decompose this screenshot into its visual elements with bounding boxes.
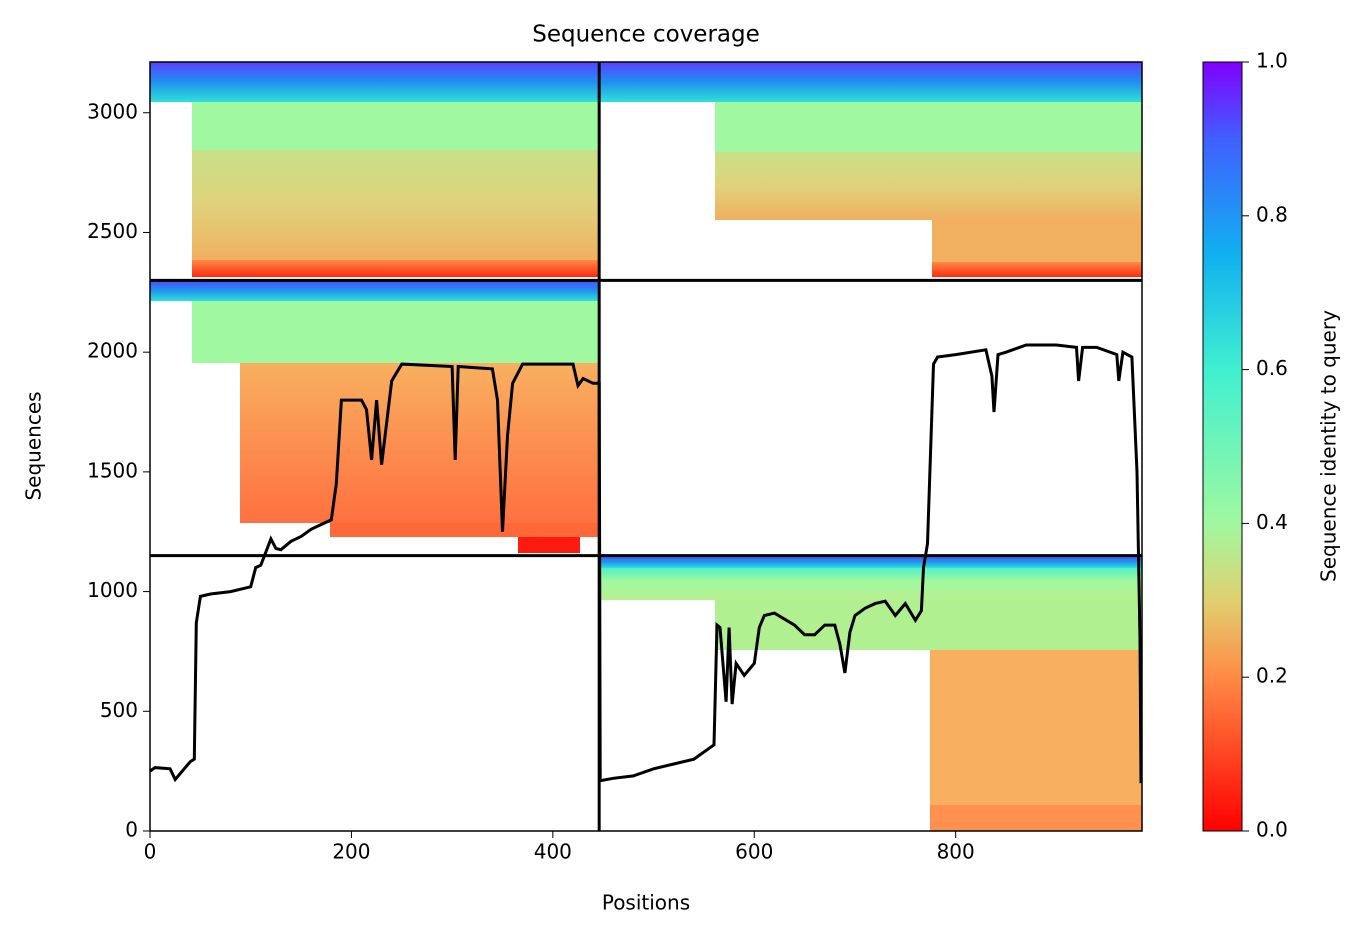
x-tick-label: 200 (332, 840, 370, 864)
x-axis-label: Positions (602, 891, 690, 915)
x-tick-label: 600 (735, 840, 773, 864)
y-tick-label: 3000 (87, 99, 138, 123)
y-tick-label: 1500 (87, 458, 138, 482)
y-tick-label: 1000 (87, 578, 138, 602)
chart-title: Sequence coverage (532, 22, 760, 48)
colorbar-tick-label: 0.0 (1256, 818, 1288, 842)
coverage-line (149, 343, 1143, 784)
y-tick-label: 0 (125, 818, 138, 842)
y-tick-label: 500 (100, 698, 138, 722)
y-axis-label: Sequences (22, 391, 46, 500)
plot-frame (149, 61, 1143, 832)
x-tick-label: 0 (144, 840, 157, 864)
y-tick-label: 2500 (87, 219, 138, 243)
x-tick-label: 800 (937, 840, 975, 864)
colorbar-tick-label: 0.4 (1256, 510, 1288, 534)
colorbar (1202, 61, 1243, 832)
x-tick-label: 400 (534, 840, 572, 864)
y-tick-label: 2000 (87, 339, 138, 363)
colorbar-tick-label: 1.0 (1256, 49, 1288, 73)
colorbar-tick-label: 0.2 (1256, 664, 1288, 688)
colorbar-tick-label: 0.8 (1256, 202, 1288, 226)
coverage-heatmap (150, 62, 1142, 831)
colorbar-label: Sequence identity to query (1317, 310, 1341, 582)
colorbar-tick-label: 0.6 (1256, 356, 1288, 380)
